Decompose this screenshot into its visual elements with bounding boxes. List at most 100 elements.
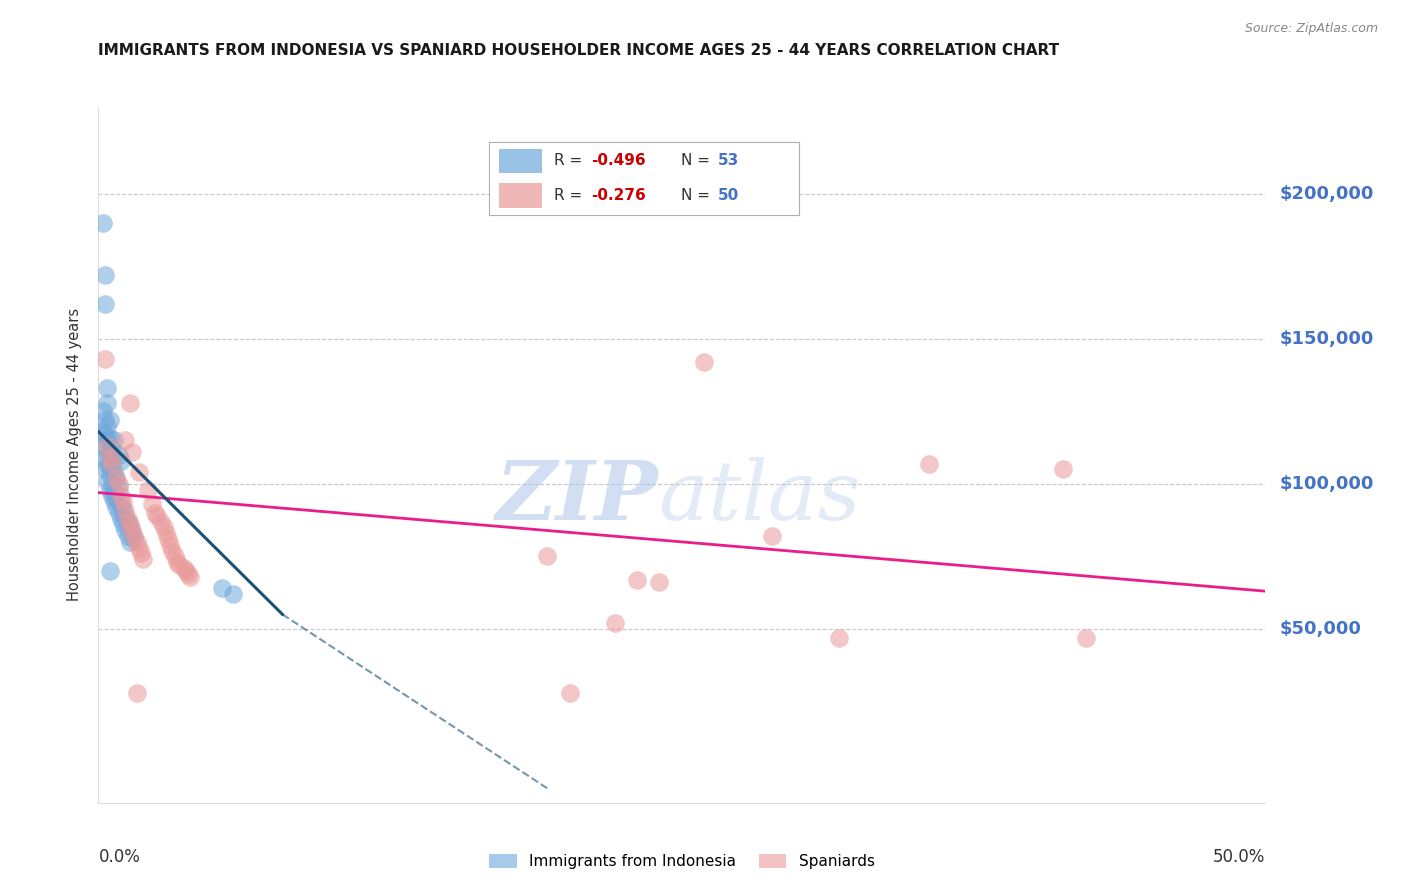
Point (98, 431, 121, 445)
Point (648, 575, 671, 590)
Point (211, 582, 233, 596)
Point (94, 268, 117, 282)
Point (112, 494, 135, 508)
Point (128, 466, 150, 480)
Text: $200,000: $200,000 (1279, 185, 1374, 203)
Point (114, 523, 136, 537)
Point (107, 480, 129, 494)
Point (110, 511, 132, 525)
Point (179, 570, 201, 584)
Point (125, 534, 148, 549)
Point (94, 413, 117, 427)
Point (105, 491, 128, 506)
Point (96, 419, 118, 434)
Point (121, 523, 143, 537)
Point (626, 573, 648, 587)
Point (132, 552, 155, 566)
Point (94, 439, 117, 453)
Point (155, 526, 177, 541)
Point (110, 489, 132, 503)
Point (101, 453, 124, 467)
Point (141, 497, 163, 511)
Point (167, 558, 190, 573)
Point (110, 497, 132, 511)
Point (105, 471, 128, 485)
Point (118, 534, 141, 549)
Point (112, 517, 135, 532)
Point (96, 439, 118, 453)
Point (98, 483, 121, 497)
Point (143, 506, 166, 520)
Point (105, 500, 128, 514)
Point (152, 520, 174, 534)
Point (1074, 631, 1097, 645)
Point (96, 474, 118, 488)
Point (124, 532, 146, 546)
Point (98, 459, 121, 474)
Point (163, 549, 186, 564)
Point (110, 453, 132, 467)
Point (94, 462, 117, 476)
Point (103, 485, 125, 500)
Point (101, 476, 124, 491)
Point (98, 564, 121, 578)
Point (107, 448, 129, 462)
Text: $100,000: $100,000 (1279, 475, 1374, 493)
Point (118, 517, 141, 532)
Point (98, 448, 121, 462)
Point (177, 566, 200, 581)
Point (166, 555, 188, 569)
Point (98, 450, 121, 465)
Text: ZIP: ZIP (496, 457, 658, 537)
Point (103, 494, 125, 508)
Point (156, 532, 179, 546)
Text: $50,000: $50,000 (1279, 620, 1361, 638)
Point (103, 434, 125, 448)
Point (146, 508, 169, 523)
Point (114, 434, 136, 448)
Point (1052, 462, 1074, 476)
Point (112, 503, 135, 517)
Point (124, 529, 146, 543)
Text: $150,000: $150,000 (1279, 330, 1374, 348)
Point (222, 587, 245, 601)
Point (91, 404, 114, 418)
Text: IMMIGRANTS FROM INDONESIA VS SPANIARD HOUSEHOLDER INCOME AGES 25 - 44 YEARS CORR: IMMIGRANTS FROM INDONESIA VS SPANIARD HO… (98, 43, 1060, 58)
Point (94, 352, 117, 367)
Point (101, 442, 124, 457)
Point (918, 457, 941, 471)
Point (96, 457, 118, 471)
Point (98, 468, 121, 483)
Point (117, 511, 139, 525)
Point (96, 381, 118, 395)
Point (117, 515, 139, 529)
Point (91, 216, 114, 230)
Point (114, 508, 136, 523)
Point (558, 685, 581, 699)
Point (173, 561, 195, 575)
Point (136, 483, 159, 497)
Point (603, 615, 626, 630)
Point (101, 457, 124, 471)
Point (105, 471, 128, 485)
Point (129, 546, 152, 561)
Point (96, 445, 118, 459)
Point (162, 543, 184, 558)
Text: 50.0%: 50.0% (1213, 848, 1265, 866)
Point (114, 503, 136, 517)
Legend: Immigrants from Indonesia, Spaniards: Immigrants from Indonesia, Spaniards (484, 848, 880, 875)
Y-axis label: Householder Income Ages 25 - 44 years: Householder Income Ages 25 - 44 years (67, 309, 83, 601)
Point (536, 549, 558, 564)
Point (103, 466, 125, 480)
Text: 0.0%: 0.0% (98, 848, 141, 866)
Point (94, 297, 117, 311)
Point (761, 529, 783, 543)
Point (101, 489, 124, 503)
Point (128, 541, 150, 555)
Point (96, 434, 118, 448)
Point (125, 685, 148, 699)
Point (121, 526, 143, 541)
Point (159, 538, 181, 552)
Point (98, 413, 121, 427)
Text: atlas: atlas (658, 457, 860, 537)
